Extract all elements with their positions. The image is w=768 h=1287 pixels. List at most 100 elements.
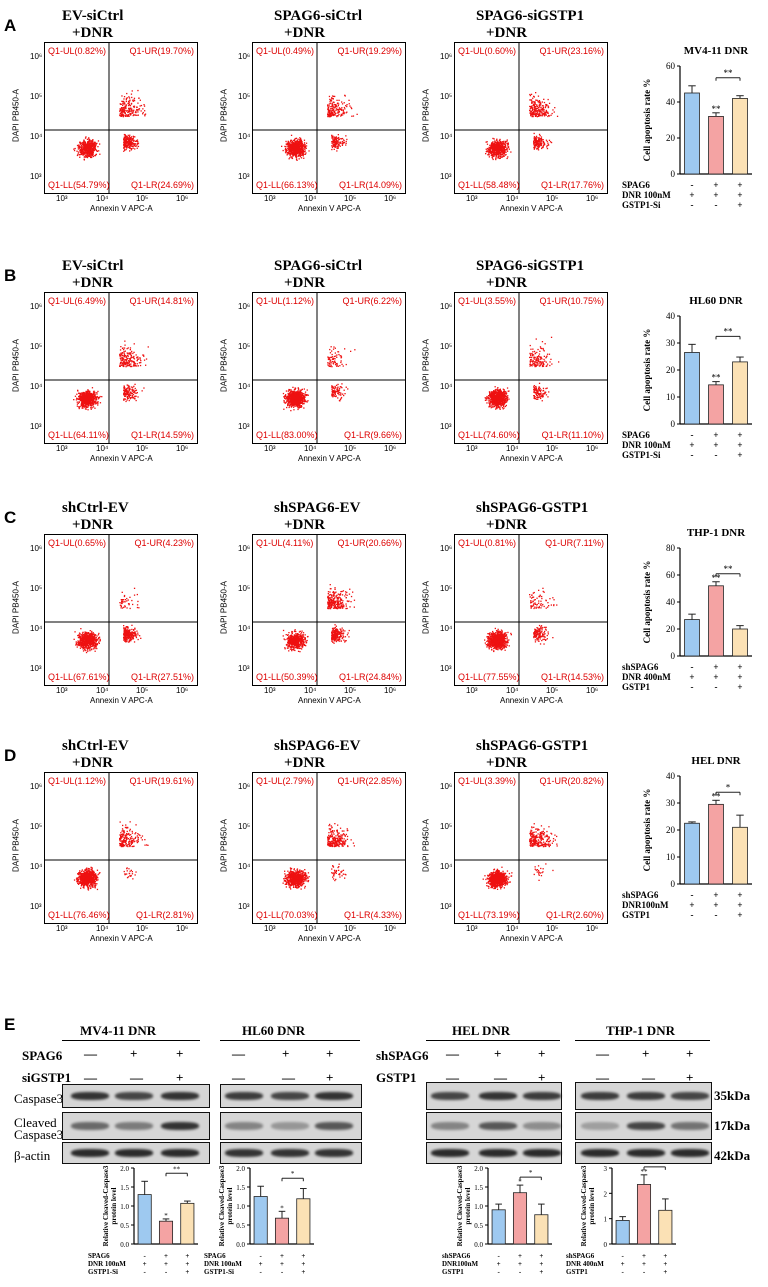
scatter-dot	[127, 137, 128, 138]
scatter-dot	[93, 391, 94, 392]
scatter-dot	[502, 153, 503, 154]
x-tick-label: 10⁵	[136, 444, 148, 453]
scatter-dot	[292, 387, 293, 388]
scatter-dot	[330, 362, 331, 363]
scatter-dot	[337, 148, 338, 149]
quadrant-label-ll: Q1-LL(83.00%)	[256, 430, 318, 440]
scatter-dot	[545, 106, 546, 107]
scatter-dot	[80, 394, 81, 395]
scatter-dot	[123, 116, 124, 117]
scatter-dot	[81, 145, 82, 146]
scatter-dot	[122, 105, 123, 106]
scatter-dot	[296, 138, 297, 139]
scatter-dot	[304, 393, 305, 394]
scatter-dot	[530, 115, 531, 116]
scatter-dot	[501, 144, 502, 145]
scatter-dot	[129, 113, 130, 114]
scatter-dot	[128, 96, 129, 97]
scatter-dot	[86, 154, 87, 155]
y-axis-label: DAPI PB450-A	[220, 76, 229, 156]
scatter-dot	[539, 353, 540, 354]
x-tick-label: 10³	[466, 194, 478, 203]
scatter-dot	[499, 140, 500, 141]
scatter-dot	[306, 394, 307, 395]
scatter-dot	[337, 102, 338, 103]
scatter-dot	[289, 147, 290, 148]
scatter-dot	[332, 143, 333, 144]
scatter-dot	[95, 397, 96, 398]
scatter-dot	[547, 396, 548, 397]
scatter-dot	[294, 147, 295, 148]
scatter-dot	[327, 114, 328, 115]
scatter-dot	[344, 140, 345, 141]
scatter-dot	[125, 135, 126, 136]
scatter-dot	[535, 92, 536, 93]
scatter-dot	[349, 103, 350, 104]
scatter-dot	[121, 104, 122, 105]
scatter-dot	[125, 351, 126, 352]
scatter-dot	[85, 138, 86, 139]
scatter-dot	[329, 114, 330, 115]
scatter-dot	[90, 144, 91, 145]
scatter-dot	[88, 144, 89, 145]
scatter-dot	[137, 141, 138, 142]
scatter-dot	[534, 149, 535, 150]
scatter-dot	[93, 394, 94, 395]
scatter-dot	[84, 400, 85, 401]
scatter-dot	[90, 147, 91, 148]
scatter-dot	[140, 362, 141, 363]
scatter-dot	[333, 140, 334, 141]
scatter-dot	[301, 155, 302, 156]
scatter-dot	[499, 142, 500, 143]
scatter-dot	[336, 357, 337, 358]
scatter-dot	[125, 359, 126, 360]
scatter-dot	[300, 156, 301, 157]
scatter-dots	[73, 341, 149, 411]
flow-plot-title: SPAG6-siCtrl +DNR	[274, 8, 362, 42]
scatter-dot	[494, 138, 495, 139]
scatter-dot	[285, 396, 286, 397]
scatter-dot	[344, 142, 345, 143]
scatter-dot	[493, 151, 494, 152]
scatter-dot	[295, 391, 296, 392]
scatter-dot	[346, 112, 347, 113]
scatter-dot	[348, 100, 349, 101]
scatter-dot	[531, 111, 532, 112]
scatter-dot	[96, 393, 97, 394]
y-axis-label: DAPI PB450-A	[422, 76, 431, 156]
scatter-dot	[78, 396, 79, 397]
scatter-dot	[542, 105, 543, 106]
scatter-dot	[289, 143, 290, 144]
scatter-dot	[96, 399, 97, 400]
scatter-dot	[125, 396, 126, 397]
scatter-dot	[337, 384, 338, 385]
scatter-dot	[131, 103, 132, 104]
scatter-dot	[98, 398, 99, 399]
scatter-dot	[143, 387, 144, 388]
scatter-dot	[547, 148, 548, 149]
scatter-dot	[123, 147, 124, 148]
scatter-dot	[335, 147, 336, 148]
scatter-dot	[89, 403, 90, 404]
scatter-dot	[289, 150, 290, 151]
scatter-dot	[530, 114, 531, 115]
scatter-dot	[88, 402, 89, 403]
scatter-dot	[332, 106, 333, 107]
scatter-dot	[131, 141, 132, 142]
scatter-dot	[507, 156, 508, 157]
scatter-dot	[144, 115, 145, 116]
scatter-dot	[540, 362, 541, 363]
scatter-dot	[129, 102, 130, 103]
scatter-dots	[73, 90, 146, 161]
scatter-dot	[76, 151, 77, 152]
scatter-dot	[123, 399, 124, 400]
scatter-dot	[120, 113, 121, 114]
scatter-dot	[334, 114, 335, 115]
scatter-dot	[498, 153, 499, 154]
scatter-dot	[497, 150, 498, 151]
scatter-dot	[89, 140, 90, 141]
scatter-dot	[128, 394, 129, 395]
scatter-dot	[90, 155, 91, 156]
scatter-dot	[497, 154, 498, 155]
scatter-dot	[290, 395, 291, 396]
